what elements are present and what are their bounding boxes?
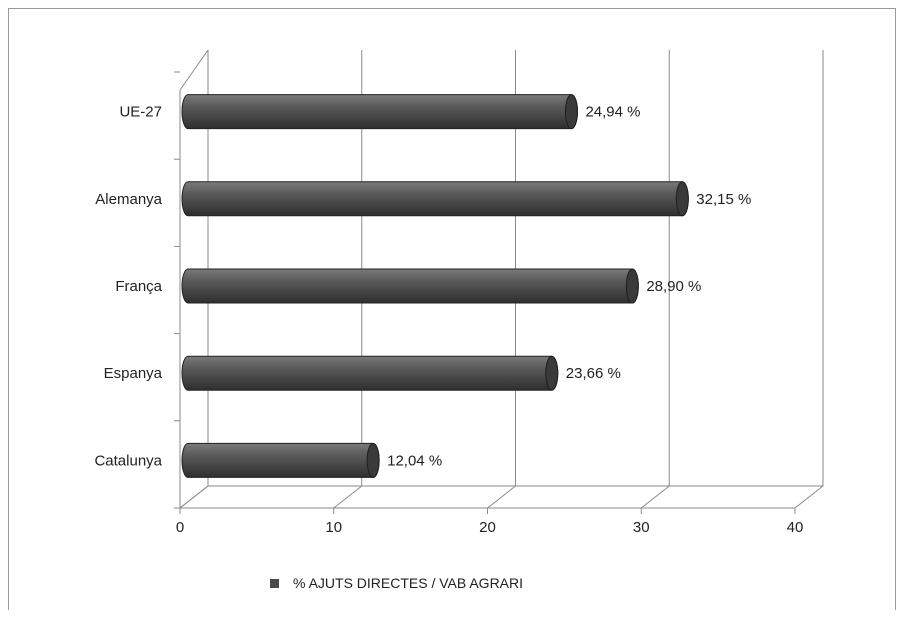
bar-body xyxy=(181,355,559,391)
grid-layer xyxy=(174,49,824,514)
legend-swatch xyxy=(270,578,279,588)
gridline-floor xyxy=(487,485,516,509)
legend: % AJUTS DIRECTES / VAB AGRARI xyxy=(270,575,523,591)
bar xyxy=(181,355,559,391)
category-label: Alemanya xyxy=(95,191,162,208)
bar xyxy=(181,181,689,217)
data-label: 28,90 % xyxy=(646,278,701,295)
bar-end-cap xyxy=(366,442,380,478)
data-label: 24,94 % xyxy=(585,104,640,121)
x-tick-label: 30 xyxy=(633,519,650,536)
bars-layer xyxy=(181,94,689,478)
gridline-floor xyxy=(640,485,670,509)
category-label: UE-27 xyxy=(119,104,162,121)
legend-label: % AJUTS DIRECTES / VAB AGRARI xyxy=(293,575,524,591)
data-label: 12,04 % xyxy=(387,452,442,469)
bar xyxy=(181,442,380,478)
gridline-floor xyxy=(333,485,363,509)
data-label: 23,66 % xyxy=(566,365,621,382)
category-label: França xyxy=(115,278,162,295)
x-tick-label: 10 xyxy=(325,519,342,536)
bar-end-cap xyxy=(625,268,639,304)
bar xyxy=(181,94,578,130)
bar-body xyxy=(181,181,689,217)
gridline-floor xyxy=(179,485,209,509)
category-label: Catalunya xyxy=(94,452,162,469)
bar-end-cap xyxy=(545,355,559,391)
bar xyxy=(181,268,639,304)
category-label: Espanya xyxy=(104,365,163,382)
chart-frame xyxy=(8,8,896,610)
bar-body xyxy=(181,268,639,304)
bar-end-cap xyxy=(564,94,578,130)
wall-top-edge xyxy=(179,49,209,91)
x-tick-label: 20 xyxy=(479,519,496,536)
bar-end-cap xyxy=(675,181,689,217)
gridline-floor xyxy=(794,485,824,509)
data-label: 32,15 % xyxy=(696,191,751,208)
x-tick-label: 0 xyxy=(176,519,184,536)
x-tick-label: 40 xyxy=(787,519,804,536)
bar-body xyxy=(181,94,578,130)
bar-body xyxy=(181,442,380,478)
labels-layer: 0 10 20 30 40 UE-27 24,94 % Alemanya 32,15 % Fran… xyxy=(94,104,803,536)
